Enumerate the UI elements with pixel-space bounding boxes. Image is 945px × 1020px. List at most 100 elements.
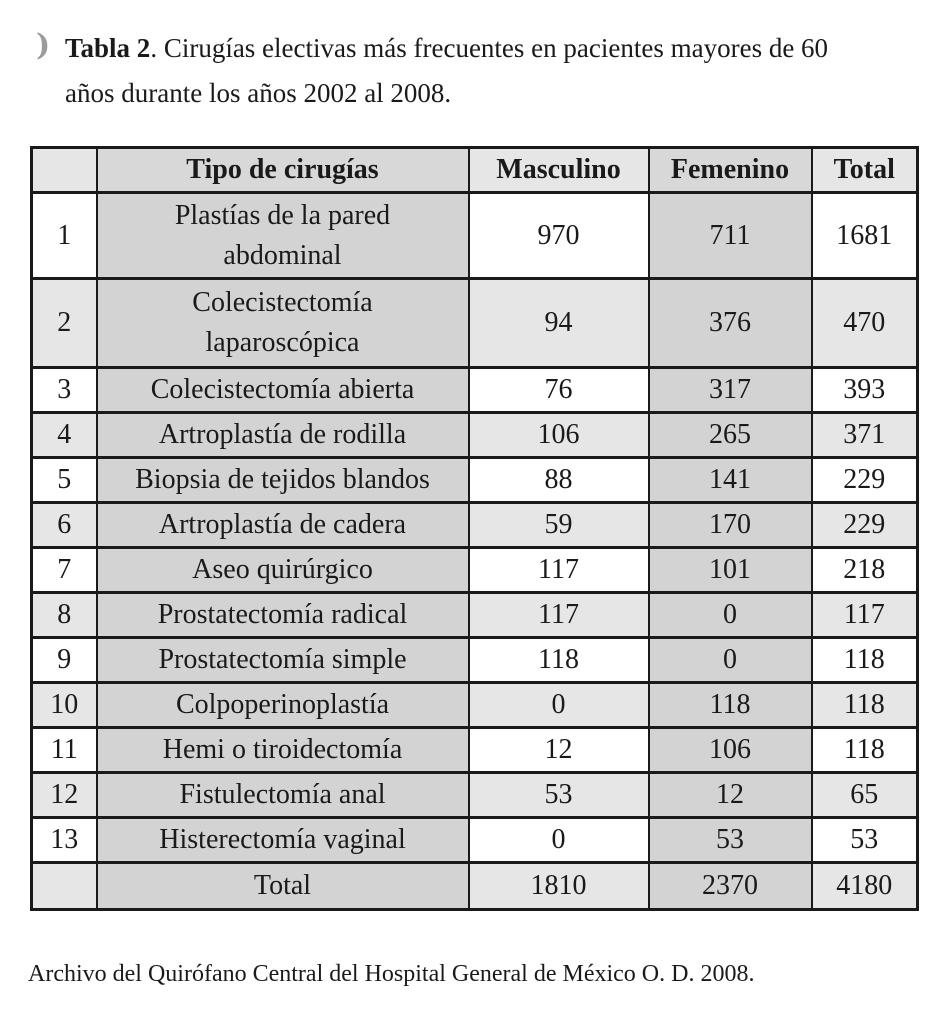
row-number-cell: 11 [30,726,98,774]
surgery-name-cell: Artroplastía de rodilla [95,411,470,459]
row-number-cell: 10 [30,681,98,729]
masculino-cell: 118 [467,636,650,684]
surgery-name-cell: Biopsia de tejidos blandos [95,456,470,504]
masculino-cell: 88 [467,456,650,504]
total-cell: 1681 [810,191,919,280]
list-bullet-icon: ) [36,28,51,63]
row-number-cell: 13 [30,816,98,864]
table-row: 4 Artroplastía de rodilla 106 265 371 [30,411,919,459]
surgeries-table: Tipo de cirugías Masculino Femenino Tota… [30,146,919,911]
header-cell-num [30,146,98,194]
header-cell-femenino: Femenino [647,146,813,194]
surgery-name-cell: Fistulectomía anal [95,771,470,819]
total-cell: 229 [810,501,919,549]
masculino-cell: 117 [467,591,650,639]
row-number-cell: 5 [30,456,98,504]
row-number-cell: 2 [30,277,98,369]
femenino-cell: 376 [647,277,813,369]
caption-label: Tabla 2 [65,33,151,63]
masculino-cell: 117 [467,546,650,594]
total-cell: 118 [810,726,919,774]
total-cell: 117 [810,591,919,639]
surgery-name-cell: Plastías de la pared abdominal [95,191,470,280]
table-row: 6 Artroplastía de cadera 59 170 229 [30,501,919,549]
page: { "title": { "bullet_icon": ")", "bold":… [0,26,945,1020]
total-label-cell: Total [95,861,470,911]
total-cell: 393 [810,366,919,414]
surgery-name-cell: Colpoperinoplastía [95,681,470,729]
masculino-cell: 59 [467,501,650,549]
row-number-cell: 6 [30,501,98,549]
femenino-cell: 265 [647,411,813,459]
total-femenino-cell: 2370 [647,861,813,911]
total-cell: 470 [810,277,919,369]
surgery-name-cell: Histerectomía vaginal [95,816,470,864]
table-row: 3 Colecistectomía abierta 76 317 393 [30,366,919,414]
total-total-cell: 4180 [810,861,919,911]
femenino-cell: 0 [647,591,813,639]
femenino-cell: 711 [647,191,813,280]
table-row: 13 Histerectomía vaginal 0 53 53 [30,816,919,864]
header-cell-masculino: Masculino [467,146,650,194]
total-masculino-cell: 1810 [467,861,650,911]
header-cell-total: Total [810,146,919,194]
row-number-cell: 12 [30,771,98,819]
row-number-cell: 1 [30,191,98,280]
table-row: 9 Prostatectomía simple 118 0 118 [30,636,919,684]
femenino-cell: 53 [647,816,813,864]
total-cell: 65 [810,771,919,819]
total-cell: 118 [810,681,919,729]
femenino-cell: 170 [647,501,813,549]
surgery-name-cell: Colecistectomía abierta [95,366,470,414]
surgery-name-cell: Artroplastía de cadera [95,501,470,549]
masculino-cell: 106 [467,411,650,459]
caption-line2: años durante los años 2002 al 2008. [65,78,452,108]
row-number-cell: 8 [30,591,98,639]
total-cell: 371 [810,411,919,459]
femenino-cell: 106 [647,726,813,774]
table-caption: ) Tabla 2. Cirugías electivas más frecuen… [36,26,925,116]
surgery-name: Colecistectomía laparoscópica [192,287,373,358]
surgery-name-cell: Aseo quirúrgico [95,546,470,594]
femenino-cell: 0 [647,636,813,684]
table-row: 1 Plastías de la pared abdominal 970 711… [30,191,919,280]
surgery-name-cell: Prostatectomía radical [95,591,470,639]
masculino-cell: 53 [467,771,650,819]
row-number-cell: 4 [30,411,98,459]
table-row: 8 Prostatectomía radical 117 0 117 [30,591,919,639]
caption-line1: . Cirugías electivas más frecuentes en p… [150,33,829,63]
total-row-number-cell [30,861,98,911]
total-cell: 229 [810,456,919,504]
surgery-name-cell: Prostatectomía simple [95,636,470,684]
masculino-cell: 970 [467,191,650,280]
row-number-cell: 9 [30,636,98,684]
surgery-name: Plastías de la pared abdominal [174,199,391,271]
masculino-cell: 0 [467,681,650,729]
surgery-name-cell: Colecistectomía laparoscópica [95,277,470,369]
surgery-name-cell: Hemi o tiroidectomía [95,726,470,774]
femenino-cell: 12 [647,771,813,819]
masculino-cell: 12 [467,726,650,774]
masculino-cell: 76 [467,366,650,414]
table-row: 11 Hemi o tiroidectomía 12 106 118 [30,726,919,774]
femenino-cell: 101 [647,546,813,594]
femenino-cell: 118 [647,681,813,729]
masculino-cell: 94 [467,277,650,369]
total-cell: 218 [810,546,919,594]
table-row: 7 Aseo quirúrgico 117 101 218 [30,546,919,594]
row-number-cell: 3 [30,366,98,414]
femenino-cell: 141 [647,456,813,504]
table-row: 2 Colecistectomía laparoscópica 94 376 4… [30,277,919,369]
total-cell: 118 [810,636,919,684]
table-row: 12 Fistulectomía anal 53 12 65 [30,771,919,819]
table-row: 10 Colpoperinoplastía 0 118 118 [30,681,919,729]
row-number-cell: 7 [30,546,98,594]
total-row: Total 1810 2370 4180 [30,861,919,911]
femenino-cell: 317 [647,366,813,414]
total-cell: 53 [810,816,919,864]
source-note: Archivo del Quirófano Central del Hospit… [28,961,755,987]
header-cell-tipo: Tipo de cirugías [95,146,470,194]
masculino-cell: 0 [467,816,650,864]
header-row: Tipo de cirugías Masculino Femenino Tota… [30,146,919,194]
table-row: 5 Biopsia de tejidos blandos 88 141 229 [30,456,919,504]
